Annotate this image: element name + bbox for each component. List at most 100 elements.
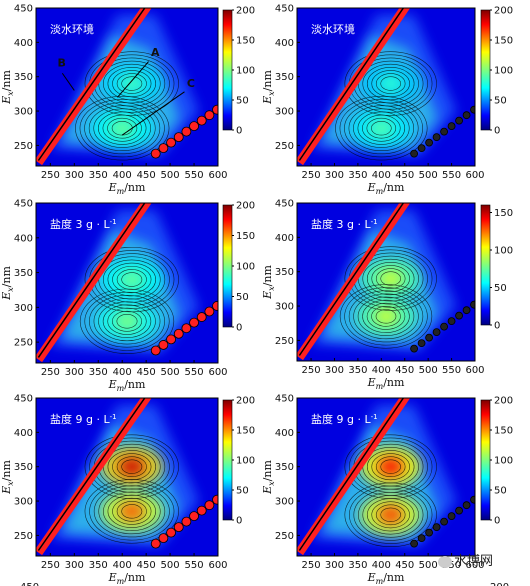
x-axis-label: Em/nm: [367, 571, 405, 586]
x-tick-label: 350: [89, 367, 108, 378]
panel-title: 盐度 9 g · L-1: [50, 412, 117, 426]
y-tick-label: 300: [275, 107, 294, 118]
x-tick-label: 550: [185, 560, 204, 571]
colorbar-tick-label: 150: [236, 36, 255, 47]
contour-lines: [75, 51, 179, 161]
colorbar: [222, 9, 233, 131]
x-tick-label: 600: [465, 365, 484, 376]
watermark-text: 水博网: [454, 554, 494, 569]
eem-panel-6: 250 300 350 400 450 500 550 600250300350400450E…: [261, 394, 513, 586]
x-tick-label: 550: [185, 170, 204, 181]
x-tick-label: 250: [302, 560, 321, 571]
x-tick-label: 450: [137, 367, 156, 378]
x-tick-label: 400: [372, 170, 391, 181]
y-axis-label: Ex/nm: [261, 70, 276, 105]
contour-lines: [339, 246, 437, 349]
colorbar: [480, 399, 491, 521]
x-tick-label: 450: [395, 365, 414, 376]
colorbar: [480, 204, 491, 326]
y-tick-label: 300: [275, 497, 294, 508]
x-tick-label: 300: [325, 560, 344, 571]
colorbar-tick-label: 50: [236, 292, 249, 303]
colorbar-tick-label: 200: [494, 6, 513, 17]
y-tick-label: 450: [275, 4, 294, 15]
panel-title: 盐度 3 g · L-1: [50, 217, 117, 231]
colorbar-tick-label: 100: [236, 66, 255, 77]
y-tick-label: 300: [275, 302, 294, 313]
annotation-C: C: [187, 77, 195, 90]
x-tick-label: 300: [65, 367, 84, 378]
panel-title: 淡水环境: [50, 22, 94, 36]
x-tick-label: 300: [325, 170, 344, 181]
x-tick-label: 600: [208, 560, 227, 571]
colorbar-tick-label: 50: [494, 486, 507, 497]
y-tick-label: 350: [275, 267, 294, 278]
x-tick-label: 400: [113, 170, 132, 181]
bottom-right-tick: 200: [490, 582, 509, 586]
colorbar-tick-label: 0: [494, 126, 500, 137]
second-order-scatter-band: [150, 494, 218, 549]
y-tick-label: 250: [14, 338, 33, 349]
colorbar-tick-label: 100: [236, 262, 255, 273]
x-tick-label: 300: [65, 170, 84, 181]
bottom-left-tick: 450: [20, 582, 39, 586]
colorbar-tick-label: 0: [494, 321, 500, 332]
x-tick-label: 500: [161, 367, 180, 378]
y-tick-label: 350: [275, 462, 294, 473]
y-tick-label: 450: [275, 199, 294, 210]
x-axis-label: Em/nm: [108, 571, 146, 586]
y-tick-label: 250: [275, 531, 294, 542]
y-tick-label: 300: [14, 107, 33, 118]
y-tick-label: 250: [275, 336, 294, 347]
panel-title: 盐度 3 g · L-1: [311, 217, 378, 231]
x-tick-label: 400: [113, 367, 132, 378]
eem-panel-4: 250 300 350 400 450 500 550 600250300350400450E…: [261, 199, 513, 392]
x-tick-label: 300: [65, 560, 84, 571]
x-tick-label: 500: [419, 560, 438, 571]
x-axis-label: Em/nm: [108, 378, 146, 393]
colorbar-tick-label: 100: [494, 456, 513, 467]
eem-panel-1: 250 300 350 400 450 500 550 600250300350400450E…: [0, 4, 255, 197]
colorbar-tick-label: 100: [494, 66, 513, 77]
y-tick-label: 400: [275, 38, 294, 49]
y-tick-label: 350: [14, 462, 33, 473]
plot-frame: [296, 397, 476, 557]
colorbar-tick-label: 50: [236, 486, 249, 497]
rayleigh-scatter-band: [297, 203, 411, 361]
y-tick-label: 450: [14, 199, 33, 210]
y-tick-label: 350: [275, 72, 294, 83]
y-axis-label: Ex/nm: [261, 265, 276, 300]
second-order-scatter-band: [410, 105, 475, 158]
x-tick-label: 350: [89, 560, 108, 571]
x-tick-label: 600: [465, 560, 484, 571]
x-tick-label: 350: [348, 365, 367, 376]
colorbar: [222, 399, 233, 521]
annotation-B: B: [58, 56, 66, 69]
colorbar-tick-label: 200: [494, 396, 513, 407]
x-tick-label: 250: [302, 170, 321, 181]
x-tick-label: 400: [113, 560, 132, 571]
x-tick-label: 500: [419, 365, 438, 376]
x-tick-label: 450: [395, 560, 414, 571]
rayleigh-scatter-band: [36, 8, 152, 166]
annotation-A: A: [151, 46, 160, 59]
x-axis-label: Em/nm: [367, 376, 405, 391]
wechat-icon: [438, 555, 452, 568]
rayleigh-scatter-band: [297, 8, 411, 166]
y-axis-label: Ex/nm: [0, 70, 15, 105]
x-tick-label: 350: [89, 170, 108, 181]
colorbar-tick-label: 0: [236, 323, 242, 334]
x-axis-label: Em/nm: [367, 181, 405, 196]
y-tick-label: 250: [14, 141, 33, 152]
plot-frame: [35, 397, 219, 557]
x-tick-label: 400: [372, 560, 391, 571]
x-tick-label: 350: [348, 170, 367, 181]
colorbar-tick-label: 150: [236, 231, 255, 242]
x-tick-label: 500: [419, 170, 438, 181]
colorbar-tick-label: 100: [236, 456, 255, 467]
x-tick-label: 550: [442, 365, 461, 376]
x-tick-label: 600: [208, 170, 227, 181]
contour-lines: [84, 434, 179, 544]
rayleigh-scatter-band: [297, 398, 411, 556]
